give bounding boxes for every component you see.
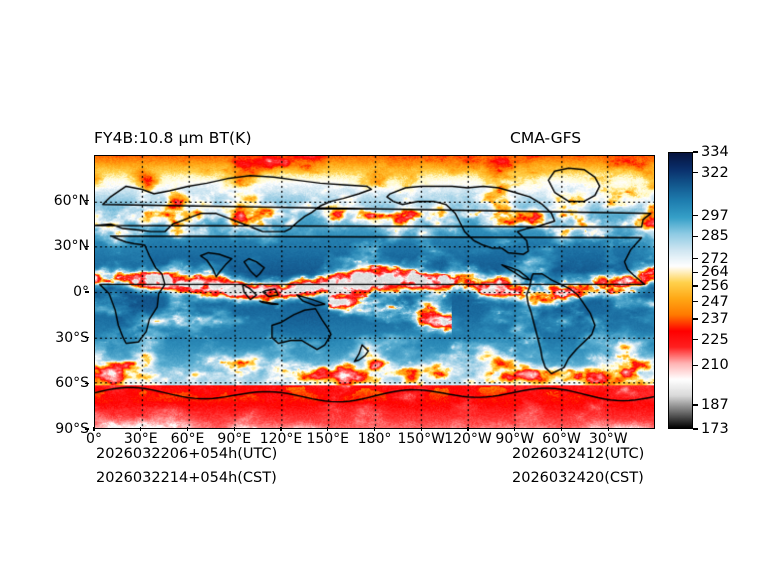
lon-tick-label: 60°E bbox=[170, 431, 205, 447]
colorbar-tick-label: 334 bbox=[701, 144, 729, 160]
colorbar-tick-label: 237 bbox=[701, 310, 729, 327]
lon-tick-mark bbox=[467, 427, 469, 431]
colorbar-gradient bbox=[668, 152, 693, 429]
lon-tick-label: 120°E bbox=[259, 431, 303, 447]
colorbar-tick-label: 247 bbox=[701, 293, 729, 310]
colorbar-tick-label: 272 bbox=[701, 250, 729, 267]
colorbar-tick-mark bbox=[693, 151, 698, 153]
colorbar-tick-label: 225 bbox=[701, 331, 729, 348]
lat-tick-mark bbox=[85, 428, 89, 430]
lon-tick-label: 120°W bbox=[444, 431, 492, 447]
colorbar-tick-mark bbox=[693, 428, 698, 430]
colorbar-tick-mark bbox=[693, 364, 698, 367]
footer-init-utc: 2026032206+054h(UTC) bbox=[96, 446, 278, 462]
colorbar-tick-label: 264 bbox=[701, 264, 729, 281]
colorbar-tick-mark bbox=[693, 318, 698, 320]
lon-tick-mark bbox=[373, 427, 376, 431]
colorbar-tick-label: 322 bbox=[701, 164, 729, 181]
lat-tick-label: 60°N bbox=[53, 192, 89, 209]
lon-tick-label: 150°E bbox=[306, 431, 350, 447]
colorbar-tick-mark bbox=[693, 271, 698, 274]
lon-tick-label: 150°W bbox=[397, 431, 446, 447]
footer-valid-utc: 2026032412(UTC) bbox=[512, 446, 645, 462]
lon-tick-mark bbox=[607, 427, 609, 431]
lat-tick-label: 60°S bbox=[55, 375, 89, 392]
colorbar-tick-mark bbox=[693, 404, 698, 406]
colorbar-tick-label: 173 bbox=[701, 421, 729, 437]
colorbar-tick-mark bbox=[693, 235, 698, 237]
footer-init-cst: 2026032214+054h(CST) bbox=[96, 470, 277, 486]
lat-tick-label: 90°S bbox=[55, 421, 89, 437]
colorbar-tick-mark bbox=[693, 338, 698, 341]
colorbar-tick-mark bbox=[693, 171, 698, 174]
lat-tick-label: 30°N bbox=[53, 238, 89, 255]
lon-tick-mark bbox=[186, 427, 189, 431]
lat-tick-mark bbox=[85, 199, 89, 202]
colorbar-tick-mark bbox=[693, 300, 698, 303]
lat-tick-mark bbox=[85, 291, 89, 293]
lon-tick-label: 90°E bbox=[217, 431, 252, 447]
lon-tick-label: 0° bbox=[86, 431, 102, 447]
lon-tick-mark bbox=[140, 427, 142, 431]
lon-tick-mark bbox=[327, 427, 329, 431]
colorbar-tick-label: 297 bbox=[701, 207, 729, 224]
model-label: CMA-GFS bbox=[510, 129, 582, 147]
lon-tick-label: 30°W bbox=[588, 431, 628, 447]
lat-tick-mark bbox=[85, 382, 89, 385]
lon-tick-mark bbox=[233, 427, 235, 431]
lon-tick-mark bbox=[560, 427, 563, 431]
world-map[interactable] bbox=[94, 155, 655, 429]
lon-tick-label: 180° bbox=[357, 431, 392, 447]
lat-tick-mark bbox=[85, 245, 89, 248]
lon-tick-label: 30°E bbox=[123, 431, 158, 447]
lon-tick-mark bbox=[93, 427, 95, 431]
lon-tick-mark bbox=[280, 427, 282, 431]
footer-valid-cst: 2026032420(CST) bbox=[512, 470, 644, 486]
colorbar-tick-mark bbox=[693, 257, 698, 260]
colorbar: 334 322 297 285 272 264 256 247 237 225 210 187 173 bbox=[668, 144, 729, 437]
colorbar-tick-mark bbox=[693, 214, 698, 217]
lat-tick-label: 0° bbox=[73, 284, 89, 300]
latitude-axis: 60°N 30°N 0° 30°S 60°S 90°S bbox=[0, 155, 89, 437]
colorbar-tick-mark bbox=[693, 285, 698, 287]
page-title: FY4B:10.8 μm BT(K) bbox=[94, 129, 252, 147]
longitude-axis: 0° 30°E 60°E 90°E 120°E 150°E 180° 150°W 120°W 90… bbox=[86, 427, 655, 453]
colorbar-tick-label: 256 bbox=[701, 278, 729, 295]
colorbar-tick-label: 210 bbox=[701, 357, 729, 374]
lon-tick-mark bbox=[420, 427, 422, 431]
lon-tick-mark bbox=[514, 427, 516, 431]
brightness-temperature-field bbox=[95, 156, 654, 428]
lat-tick-label: 30°S bbox=[55, 329, 89, 346]
lat-tick-mark bbox=[85, 336, 89, 339]
lon-tick-label: 60°W bbox=[542, 431, 581, 447]
colorbar-tick-label: 285 bbox=[701, 228, 729, 245]
colorbar-tick-label: 187 bbox=[701, 396, 729, 413]
lon-tick-label: 90°W bbox=[495, 431, 535, 447]
